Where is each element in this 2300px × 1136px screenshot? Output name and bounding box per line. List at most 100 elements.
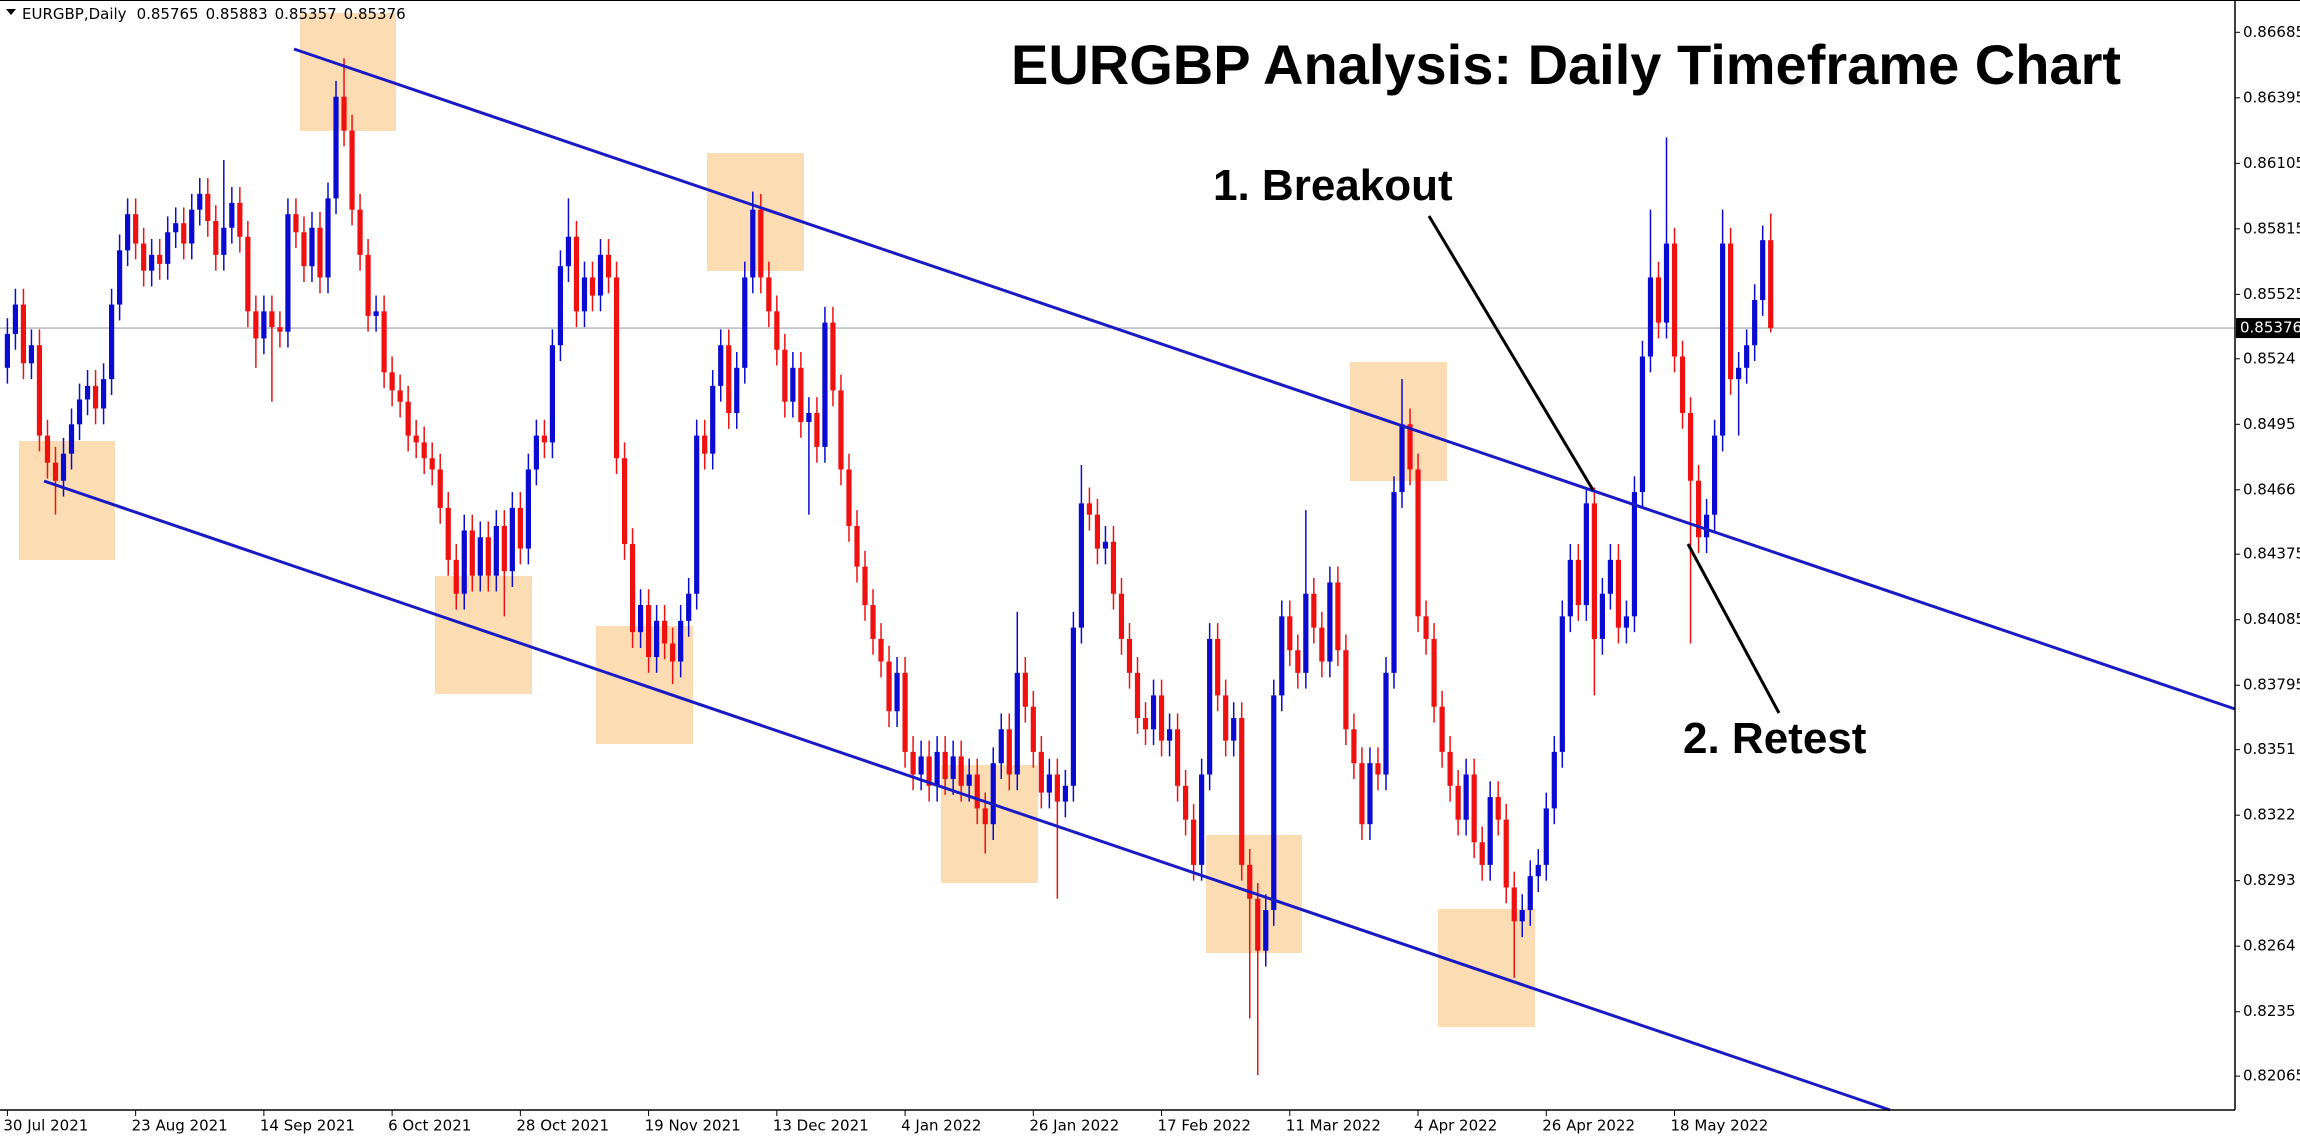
candle-body [1223, 695, 1229, 741]
candle-body [237, 202, 243, 237]
y-tick-label: 0.85525 [2243, 285, 2300, 303]
candle-body [317, 227, 323, 278]
candle-body [1383, 672, 1389, 775]
y-tick-label: 0.84375 [2243, 545, 2300, 563]
candle-body [413, 435, 419, 443]
retest-pointer [1686, 543, 1781, 714]
candle-body [1583, 503, 1589, 606]
candle-body [646, 605, 652, 658]
candle-body [782, 349, 788, 402]
y-tick-label: 0.8351 [2243, 740, 2296, 758]
candle-body [573, 236, 580, 312]
candle-body [1720, 243, 1726, 436]
x-tick-label: 18 May 2022 [1671, 1117, 1769, 1135]
trendlines [43, 47, 2236, 1112]
x-tick-label: 14 Sep 2021 [260, 1117, 355, 1135]
candle-body [734, 367, 740, 414]
low-value: 0.85357 [275, 5, 337, 23]
x-tick-label: 26 Jan 2022 [1029, 1117, 1119, 1135]
candle-body [373, 311, 379, 316]
candle-body [1631, 492, 1638, 617]
candle-body [173, 223, 179, 233]
y-tick-label: 0.83795 [2243, 676, 2300, 694]
candle-body [501, 525, 507, 572]
annotation: 2. Retest [1683, 714, 1867, 763]
candle-body [910, 751, 916, 775]
candle-body [1279, 616, 1285, 696]
candle-body [886, 661, 892, 712]
candle-body [1303, 593, 1309, 673]
x-tick-label: 6 Oct 2021 [388, 1117, 471, 1135]
candle-body [1663, 243, 1670, 323]
candle-body [1215, 638, 1221, 696]
candle-body [1607, 559, 1613, 594]
close-value: 0.85376 [344, 5, 406, 23]
candle-body [108, 304, 115, 380]
candle-body [1126, 638, 1133, 673]
candle-body [605, 254, 612, 278]
candle-body [750, 209, 756, 278]
lower-trendline [43, 479, 1891, 1112]
candle-body [405, 401, 411, 436]
candle-body [1207, 638, 1213, 775]
candle-body [76, 399, 83, 425]
candle-body [942, 751, 948, 780]
candle-body [1768, 240, 1774, 329]
candle-body [1199, 774, 1205, 865]
y-tick-label: 0.8466 [2243, 480, 2296, 498]
candle-body [117, 250, 123, 305]
candle-body [1623, 616, 1630, 628]
candle-body [822, 322, 828, 447]
candle-body [1591, 503, 1597, 639]
candle-body [333, 96, 339, 199]
candle-body [229, 202, 235, 228]
candle-body [349, 130, 355, 210]
candle-body [381, 311, 387, 373]
candle-body [1359, 763, 1365, 825]
x-tick-label: 17 Feb 2022 [1158, 1117, 1251, 1135]
candle-body [694, 435, 700, 594]
candle-body [493, 525, 499, 576]
candle-body [565, 236, 572, 267]
candle-body [357, 209, 363, 255]
candle-body [1423, 616, 1429, 639]
candle-body [301, 232, 307, 267]
candle-body [670, 643, 676, 662]
candle-body [758, 209, 764, 278]
candle-body [389, 372, 395, 391]
candle-body [990, 763, 996, 825]
candle-body [68, 424, 75, 454]
candle-body [1463, 774, 1469, 820]
candle-body [84, 385, 91, 400]
candle-body [974, 774, 980, 809]
candle-body [253, 311, 259, 339]
candle-body [397, 390, 403, 402]
candle-body [1399, 424, 1405, 493]
candle-body [686, 593, 692, 621]
candle-body [541, 435, 548, 443]
candle-body [1711, 435, 1718, 515]
candle-body [806, 413, 812, 423]
candle-body [509, 507, 515, 572]
candle-body [1078, 503, 1085, 628]
candle-body [1671, 243, 1678, 357]
candle-body [525, 469, 531, 549]
candle-body [1183, 785, 1189, 820]
highlight-box [1438, 909, 1535, 1027]
candle-body [662, 620, 668, 644]
plot [0, 58, 2235, 1075]
candle-body [726, 345, 732, 414]
candle-body [469, 530, 475, 576]
candle-body [1511, 887, 1517, 922]
price-tag-bg [2236, 318, 2300, 339]
y-tick-label: 0.86395 [2243, 88, 2300, 106]
candle-body [1615, 559, 1622, 628]
candle-body [1142, 718, 1149, 730]
price-tag: 0.85376 [2240, 319, 2300, 337]
candle-body [1687, 413, 1694, 481]
candle-body [1728, 243, 1734, 380]
candle-body [1247, 864, 1253, 899]
candle-body [1559, 616, 1565, 752]
x-tick-label: 30 Jul 2021 [3, 1117, 88, 1135]
candle-body [878, 638, 884, 662]
